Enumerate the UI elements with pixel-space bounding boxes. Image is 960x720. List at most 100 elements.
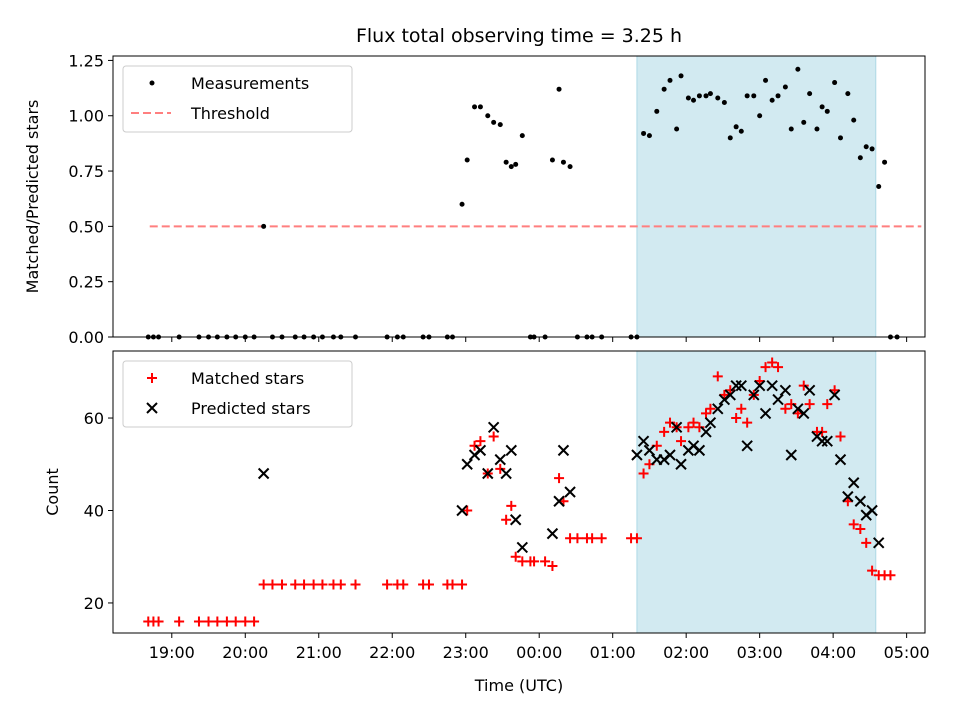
measurement-point — [801, 119, 807, 125]
matched-star-point — [153, 616, 164, 627]
measurement-point — [549, 157, 555, 163]
matched-star-point — [447, 579, 458, 590]
measurement-point — [661, 86, 667, 92]
matched-star-point — [767, 357, 778, 368]
matched-star-point — [867, 565, 878, 576]
measurement-point — [703, 93, 709, 99]
measurement-point — [757, 113, 763, 119]
x-axis-label: Time (UTC) — [474, 676, 563, 695]
measurement-point — [696, 93, 702, 99]
predicted-star-point — [500, 467, 512, 480]
measurement-point — [261, 223, 267, 229]
matched-star-point — [848, 519, 859, 530]
predicted-star-point — [509, 514, 522, 526]
predicted-star-point — [670, 421, 683, 433]
y-axis-label: Count — [43, 468, 62, 516]
measurement-point — [477, 104, 483, 110]
matched-star-point — [731, 413, 742, 424]
matched-star-point — [382, 579, 393, 590]
measurement-point — [869, 146, 875, 152]
matched-star-point — [501, 514, 512, 525]
predicted-star-point — [866, 504, 878, 517]
matched-star-point — [798, 380, 809, 391]
measurement-point — [788, 126, 794, 132]
predicted-star-point — [664, 449, 676, 461]
predicted-star-point — [785, 449, 797, 461]
predicted-star-point — [637, 435, 650, 447]
predicted-star-point — [735, 379, 747, 392]
matched-star-point — [230, 616, 241, 627]
predicted-star-point — [564, 486, 576, 498]
y-tick-label: 20 — [84, 594, 104, 613]
predicted-star-point — [461, 458, 473, 470]
legend-marker-x — [146, 402, 158, 414]
predicted-star-point — [741, 440, 753, 452]
measurement-point — [845, 91, 851, 97]
predicted-star-point — [766, 379, 778, 392]
matched-star-point — [469, 440, 480, 451]
measurement-point — [715, 95, 721, 101]
legend-marker-dot — [149, 80, 155, 86]
predicted-star-point — [494, 453, 506, 466]
matched-star-point — [317, 579, 328, 590]
matched-star-point — [174, 616, 185, 627]
y-tick-label: 0.50 — [68, 217, 104, 236]
matched-star-point — [554, 473, 565, 484]
matched-star-point — [221, 616, 232, 627]
measurement-point — [727, 135, 733, 141]
y-tick-label: 0.75 — [68, 162, 104, 181]
x-tick-label: 02:00 — [663, 643, 709, 662]
matched-star-point — [631, 533, 642, 544]
measurement-point — [851, 117, 857, 123]
predicted-star-point — [553, 495, 565, 507]
legend-label: Measurements — [191, 74, 309, 93]
legend-frame — [122, 360, 353, 428]
measurement-point — [814, 126, 820, 132]
measurement-point — [882, 159, 888, 165]
measurement-point — [763, 77, 769, 83]
matched-star-point — [290, 579, 301, 590]
measurement-point — [667, 77, 673, 83]
measurement-point — [674, 126, 680, 132]
matched-star-point — [712, 371, 723, 382]
predicted-star-point — [779, 384, 792, 397]
matched-star-point — [676, 436, 687, 447]
measurement-point — [721, 99, 727, 105]
measurement-point — [819, 104, 825, 110]
measurement-point — [459, 201, 465, 207]
measurement-point — [807, 91, 813, 97]
x-tick-label: 03:00 — [737, 643, 783, 662]
matched-star-point — [398, 579, 409, 590]
chart-title: Flux total observing time = 3.25 h — [356, 25, 682, 47]
matched-star-point — [773, 362, 784, 373]
predicted-star-point — [487, 421, 500, 433]
predicted-star-point — [724, 389, 736, 401]
measurement-point — [775, 93, 781, 99]
measurement-point — [503, 159, 509, 165]
y-tick-label: 1.25 — [68, 51, 104, 70]
matched-star-point — [688, 417, 699, 428]
matched-star-point — [299, 579, 310, 590]
predicted-star-point — [803, 384, 816, 397]
predicted-star-point — [643, 444, 656, 457]
predicted-star-point — [675, 458, 687, 470]
matched-star-point — [701, 408, 712, 419]
matched-star-point — [510, 551, 521, 562]
predicted-star-point — [712, 403, 724, 415]
matched-star-point — [488, 431, 499, 442]
matched-star-point — [495, 463, 506, 474]
predicted-star-point — [257, 467, 270, 480]
series-matched-stars — [143, 357, 896, 627]
legend: Measurements Threshold — [122, 65, 353, 133]
predicted-star-point — [848, 477, 860, 489]
axes-frame — [112, 350, 926, 634]
matched-star-point — [193, 616, 204, 627]
x-tick-label: 19:00 — [149, 643, 195, 662]
matched-star-point — [203, 616, 214, 627]
x-tick-label: 21:00 — [296, 643, 342, 662]
legend-frame — [122, 65, 353, 133]
predicted-star-point — [557, 444, 570, 457]
legend-label: Predicted stars — [191, 399, 311, 418]
measurement-point — [485, 113, 491, 119]
